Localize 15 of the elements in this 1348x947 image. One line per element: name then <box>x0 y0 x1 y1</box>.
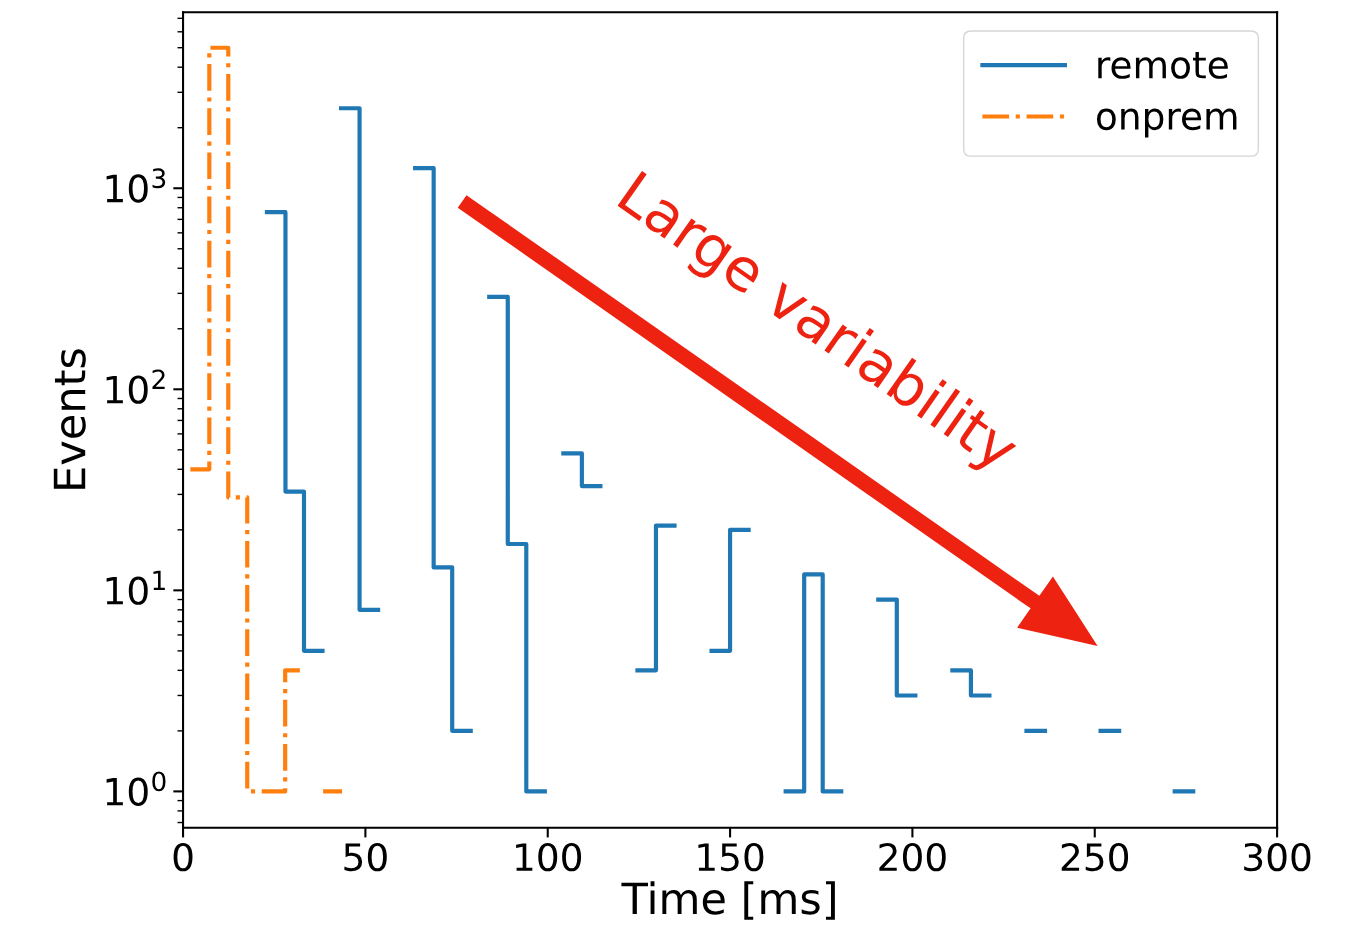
x-tick-label: 150 <box>698 842 764 872</box>
x-axis-title: Time [ms] <box>621 881 835 920</box>
x-tick-label: 0 <box>173 842 193 872</box>
legend-label: onprem <box>1096 108 1237 138</box>
x-tick-label: 250 <box>1061 842 1129 872</box>
y-tick-label: 10$^{2}$ <box>106 369 165 404</box>
y-axis-title: Events <box>53 349 86 489</box>
y-tick-label: 10$^{0}$ <box>106 771 166 806</box>
y-tick-label: 10$^{1}$ <box>106 570 165 605</box>
legend-label: remote <box>1098 51 1228 79</box>
x-tick-label: 300 <box>1244 842 1311 872</box>
x-tick-label: 100 <box>516 842 582 872</box>
y-tick-label: 10$^{3}$ <box>106 168 166 203</box>
x-tick-label: 200 <box>879 842 946 872</box>
x-tick-label: 50 <box>344 842 387 872</box>
